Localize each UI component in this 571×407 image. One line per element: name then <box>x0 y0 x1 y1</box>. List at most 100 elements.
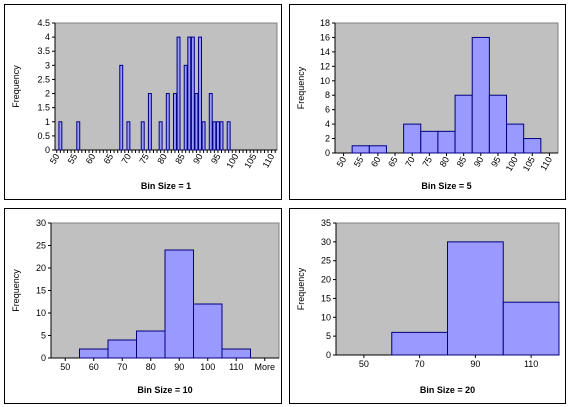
histogram-svg: 0 0.5 1 1.5 2 2.5 3 3.5 4 4.5 50 55 60 65 70 75 80 85 90 95… <box>11 18 278 191</box>
histogram-bar <box>502 301 560 356</box>
x-tick-label: 70 <box>117 362 127 372</box>
histogram-svg: 0 5 10 15 20 25 30 35 50 70 90 110 Bin Size = 20 Freq… <box>296 218 560 395</box>
y-tick-label: 15 <box>36 286 46 296</box>
y-tick-label: 0 <box>325 148 330 158</box>
histogram-bar <box>506 123 525 154</box>
x-tick-label: 65 <box>102 152 116 166</box>
y-tick-label: 2.5 <box>37 74 50 84</box>
x-tick-label: 85 <box>173 152 187 166</box>
y-tick-label: 30 <box>36 218 46 228</box>
histogram-panel-bin-1: 0 0.5 1 1.5 2 2.5 3 3.5 4 4.5 50 55 60 65 70 75 80 85 90 95… <box>4 4 282 200</box>
x-tick-label: 70 <box>415 359 425 369</box>
x-tick-label: 110 <box>261 152 277 169</box>
x-tick-label: 55 <box>66 152 80 166</box>
x-tick-label: 70 <box>119 152 133 166</box>
histogram-bar <box>183 64 188 151</box>
histogram-bar <box>420 130 439 154</box>
y-axis-title: Frequency <box>11 269 21 312</box>
x-tick-label: More <box>254 362 275 372</box>
y-axis-title: Frequency <box>11 65 21 108</box>
y-tick-label: 20 <box>36 263 46 273</box>
x-tick-label: 90 <box>472 155 486 169</box>
histogram-bar <box>391 331 448 356</box>
histogram-bar <box>140 121 145 151</box>
histogram-bar <box>176 36 181 151</box>
x-tick-label: 100 <box>504 155 520 173</box>
x-tick-label: 105 <box>242 152 258 170</box>
x-tick-label: 70 <box>403 155 417 169</box>
x-tick-label: 95 <box>489 155 503 169</box>
histogram-bar <box>187 36 192 151</box>
y-tick-label: 3 <box>45 60 50 70</box>
y-tick-label: 30 <box>321 237 331 247</box>
histogram-bar <box>194 93 199 151</box>
x-tick-label: 50 <box>60 362 70 372</box>
x-tick-label: 80 <box>438 155 452 169</box>
y-axis-title: Frequency <box>296 267 306 310</box>
x-tick-label: 50 <box>48 152 62 166</box>
y-tick-label: 3.5 <box>37 46 50 56</box>
y-tick-label: 5 <box>41 331 46 341</box>
y-axis-title: Frequency <box>296 66 306 109</box>
y-tick-label: 5 <box>326 331 331 341</box>
histogram-bar <box>198 36 202 151</box>
x-tick-label: 60 <box>369 155 383 169</box>
y-tick-label: 0 <box>45 145 50 155</box>
histogram-bar <box>190 36 195 151</box>
histogram-bar <box>79 348 109 359</box>
x-axis-title: Bin Size = 5 <box>421 181 471 191</box>
histogram-bar <box>136 330 166 359</box>
histogram-bar <box>172 93 177 151</box>
histogram-panel-bin-20: 0 5 10 15 20 25 30 35 50 70 90 110 Bin Size = 20 Freq… <box>289 208 566 404</box>
histogram-bar <box>368 145 387 154</box>
x-tick-label: 90 <box>191 152 205 166</box>
histogram-bar <box>523 138 542 154</box>
x-tick-label: 80 <box>146 362 156 372</box>
y-tick-label: 10 <box>36 308 46 318</box>
y-tick-label: 10 <box>321 312 331 322</box>
histogram-bar <box>107 339 137 359</box>
histogram-bar <box>226 121 231 151</box>
y-tick-label: 35 <box>321 218 331 228</box>
histogram-bar <box>488 94 508 154</box>
histogram-bar <box>221 348 251 359</box>
y-tick-label: 12 <box>320 61 330 71</box>
x-tick-label: 105 <box>521 155 537 173</box>
histogram-bar <box>119 64 124 151</box>
y-tick-label: 15 <box>321 293 331 303</box>
x-tick-label: 90 <box>470 359 480 369</box>
y-tick-label: 25 <box>321 256 331 266</box>
y-tick-label: 10 <box>320 76 330 86</box>
x-tick-label: 80 <box>155 152 169 166</box>
y-tick-label: 2 <box>45 89 50 99</box>
y-tick-label: 4.5 <box>37 18 50 28</box>
y-tick-label: 16 <box>320 32 330 42</box>
x-tick-label: 50 <box>359 359 369 369</box>
histogram-bar <box>165 93 170 151</box>
x-tick-label: 100 <box>224 152 240 170</box>
y-tick-label: 0 <box>326 350 331 360</box>
y-tick-label: 2 <box>325 134 330 144</box>
y-tick-label: 8 <box>325 90 330 100</box>
y-tick-label: 14 <box>320 47 330 57</box>
histogram-bar <box>147 93 152 151</box>
y-tick-label: 0 <box>41 353 46 363</box>
histogram-bar <box>215 121 220 151</box>
y-tick-label: 20 <box>321 275 331 285</box>
y-tick-label: 0.5 <box>37 131 50 141</box>
x-tick-label: 110 <box>524 359 538 369</box>
histogram-svg: 0 5 10 15 20 25 30 50 60 70 80 90 100 110 More Bin Size… <box>11 218 280 395</box>
x-tick-label: 75 <box>420 155 434 169</box>
x-tick-label: 90 <box>174 362 184 372</box>
histogram-bar <box>403 123 422 154</box>
y-tick-label: 25 <box>36 241 46 251</box>
histogram-bar <box>158 121 163 151</box>
histogram-panel-bin-10: 0 5 10 15 20 25 30 50 60 70 80 90 100 110 More Bin Size… <box>4 208 282 404</box>
x-tick-label: 85 <box>455 155 469 169</box>
histogram-svg: 0 2 4 6 8 10 12 14 16 18 50 55 60 65 70 75 80 85 90 95 100 10… <box>296 18 559 191</box>
y-tick-label: 18 <box>320 18 330 28</box>
x-tick-label: 95 <box>209 152 223 166</box>
histogram-bar <box>212 121 217 151</box>
x-axis-title: Bin Size = 10 <box>137 385 192 395</box>
x-tick-label: 75 <box>137 152 151 166</box>
